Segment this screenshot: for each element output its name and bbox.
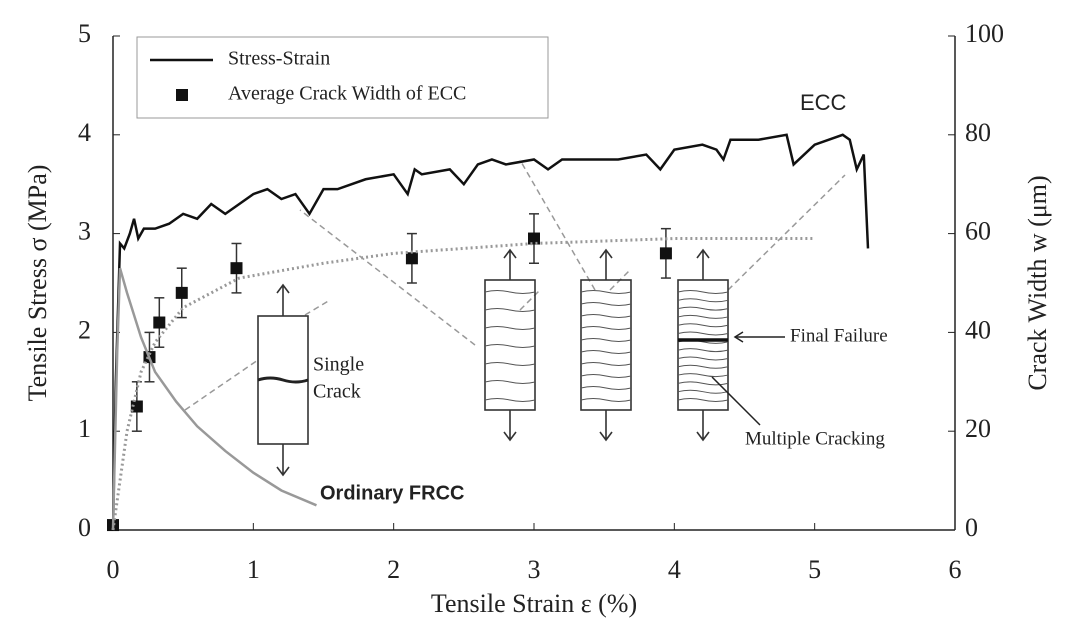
marker bbox=[230, 262, 243, 275]
crack bbox=[580, 362, 632, 366]
leader-line bbox=[519, 159, 631, 291]
crack bbox=[677, 373, 729, 378]
y-tick-label: 0 bbox=[78, 513, 91, 542]
crack bbox=[580, 290, 632, 294]
marker bbox=[528, 232, 540, 245]
y-tick-label: 4 bbox=[78, 118, 91, 147]
crack bbox=[677, 331, 729, 336]
y2-tick-label: 60 bbox=[965, 217, 991, 246]
crack bbox=[580, 398, 632, 402]
marker bbox=[130, 400, 143, 413]
arrow bbox=[276, 283, 290, 477]
marker bbox=[175, 286, 188, 299]
crack bbox=[484, 398, 536, 402]
legend bbox=[136, 36, 549, 119]
crack bbox=[677, 356, 729, 361]
y2-tick-label: 0 bbox=[965, 513, 978, 542]
line bbox=[111, 267, 317, 531]
crack bbox=[580, 350, 632, 354]
marker bbox=[659, 247, 672, 260]
crack bbox=[484, 326, 536, 330]
arrow bbox=[599, 248, 613, 442]
y-tick-label: 2 bbox=[78, 315, 91, 344]
crack bbox=[580, 386, 632, 390]
annotation: Multiple Cracking bbox=[745, 428, 885, 449]
crack bbox=[484, 290, 536, 294]
y-axis-label: Tensile Stress σ (MPa) bbox=[23, 165, 52, 402]
annotation: Final Failure bbox=[790, 325, 888, 346]
y2-tick-label: 40 bbox=[965, 315, 991, 344]
arrow bbox=[711, 376, 761, 426]
x-tick-label: 1 bbox=[247, 555, 260, 584]
y2-axis-label: Crack Width w (μm) bbox=[1023, 175, 1052, 390]
crack bbox=[677, 306, 729, 311]
crack bbox=[677, 298, 729, 303]
annotation: Ordinary FRCC bbox=[320, 482, 464, 504]
y2-tick-label: 80 bbox=[965, 118, 991, 147]
annotation: Crack bbox=[313, 381, 361, 403]
leader-line bbox=[184, 299, 331, 411]
crack bbox=[677, 323, 729, 328]
crack bbox=[580, 338, 632, 342]
crack bbox=[677, 364, 729, 369]
crack bbox=[677, 381, 729, 386]
crack bbox=[580, 326, 632, 330]
y-tick-label: 1 bbox=[78, 414, 91, 443]
crack bbox=[580, 314, 632, 318]
crack bbox=[580, 374, 632, 378]
crack bbox=[484, 344, 536, 348]
y-tick-label: 3 bbox=[78, 217, 91, 246]
crack bbox=[484, 380, 536, 384]
line bbox=[111, 133, 870, 531]
annotation: ECC bbox=[800, 90, 847, 115]
crack bbox=[677, 290, 729, 294]
crack bbox=[677, 314, 729, 319]
y2-tick-label: 20 bbox=[965, 414, 991, 443]
y2-tick-label: 100 bbox=[965, 19, 1004, 48]
crack bbox=[677, 348, 729, 353]
x-tick-label: 4 bbox=[668, 555, 681, 584]
x-tick-label: 3 bbox=[528, 555, 541, 584]
crack bbox=[484, 362, 536, 366]
leader-line bbox=[727, 174, 846, 291]
legend-label: Stress-Strain bbox=[228, 48, 330, 70]
x-tick-label: 6 bbox=[949, 555, 962, 584]
y-tick-label: 5 bbox=[78, 19, 91, 48]
specimen-diagrams bbox=[184, 159, 846, 477]
x-tick-label: 0 bbox=[107, 555, 120, 584]
crack bbox=[677, 389, 729, 394]
leader-line bbox=[299, 209, 541, 346]
crack bbox=[257, 376, 309, 384]
marker bbox=[405, 252, 418, 265]
x-tick-label: 2 bbox=[387, 555, 400, 584]
crack bbox=[677, 398, 729, 402]
specimen bbox=[580, 279, 632, 411]
annotation: Single bbox=[313, 354, 364, 376]
crack bbox=[580, 302, 632, 306]
legend-label: Average Crack Width of ECC bbox=[228, 83, 466, 105]
arrow bbox=[503, 248, 517, 442]
crack bbox=[484, 308, 536, 312]
arrow-head bbox=[733, 331, 744, 343]
x-axis-label: Tensile Strain ε (%) bbox=[431, 589, 637, 618]
line bbox=[111, 237, 815, 531]
arrow bbox=[696, 248, 710, 442]
legend-marker bbox=[176, 89, 188, 101]
marker bbox=[153, 316, 166, 329]
x-tick-label: 5 bbox=[808, 555, 821, 584]
